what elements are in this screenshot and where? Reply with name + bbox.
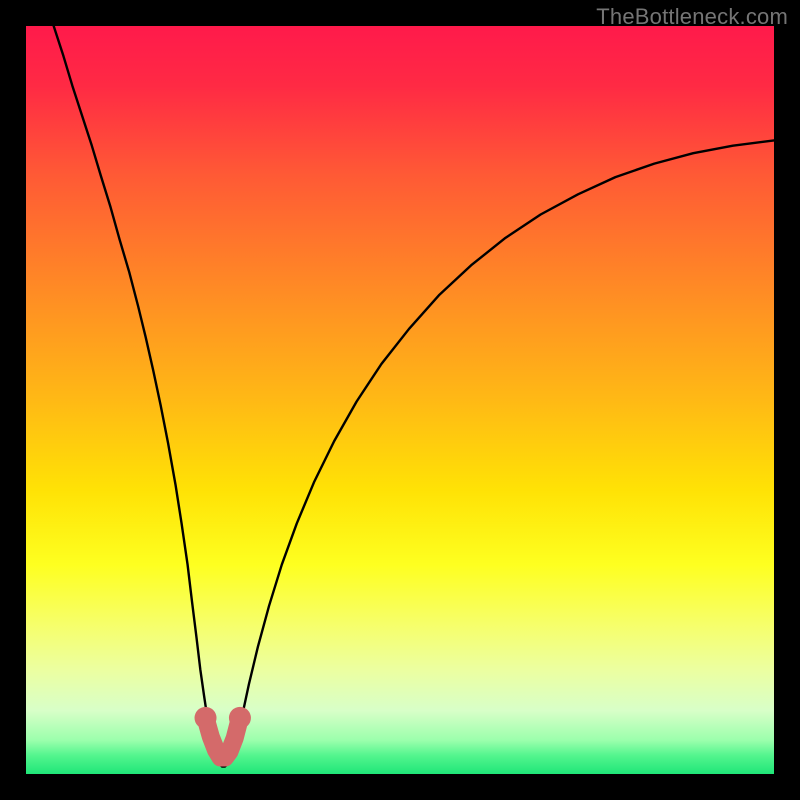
range-endpoint-dot — [195, 707, 217, 729]
bottleneck-chart — [0, 0, 800, 800]
chart-background — [26, 26, 774, 774]
range-endpoint-dot — [229, 707, 251, 729]
watermark-text: TheBottleneck.com — [596, 4, 788, 30]
